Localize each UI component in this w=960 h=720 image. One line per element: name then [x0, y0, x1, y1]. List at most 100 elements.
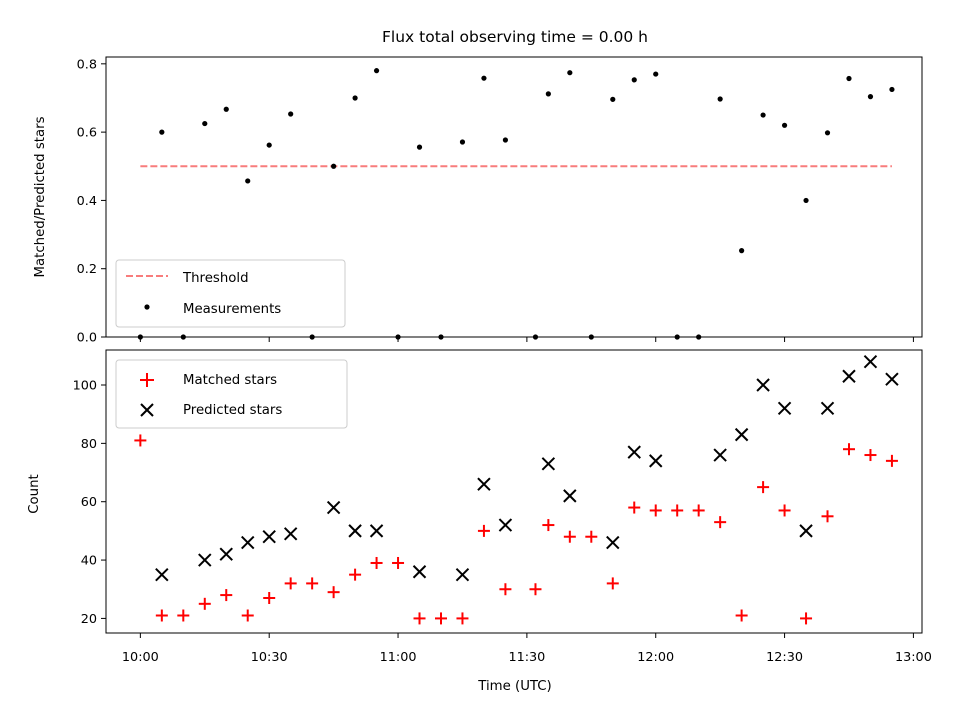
matched-star-point	[477, 524, 490, 537]
x-tick-label: 12:00	[637, 650, 674, 665]
predicted-star-point	[477, 477, 491, 491]
count-legend-box	[115, 359, 348, 429]
predicted-star-point	[734, 427, 749, 442]
legend-predicted-swatch	[140, 403, 154, 417]
legend-matched-swatch	[140, 373, 154, 387]
count-plot-frame	[105, 349, 923, 634]
measurement-point	[739, 248, 745, 254]
ratio-plot: 0.00.20.40.60.8 Matched/Predicted stars …	[33, 56, 923, 346]
ratio-legend-box	[115, 259, 346, 328]
matched-star-point	[327, 586, 340, 599]
matched-star-point	[692, 504, 705, 517]
predicted-star-point	[541, 457, 556, 471]
measurement-point	[266, 142, 272, 148]
matched-star-point	[542, 519, 555, 532]
matched-star-point	[885, 454, 898, 467]
measurement-point	[867, 94, 874, 100]
chart-title: Flux total observing time = 0.00 h	[382, 28, 648, 46]
measurement-point	[803, 197, 809, 204]
ratio-y-tick-label: 0.2	[77, 262, 97, 277]
predicted-star-point	[756, 378, 770, 392]
matched-star-point	[434, 612, 447, 625]
predicted-star-point	[241, 535, 255, 550]
legend-measurements-swatch	[144, 304, 150, 310]
matched-star-point	[585, 530, 598, 543]
predicted-star-point	[842, 369, 856, 383]
x-tick-label: 13:00	[895, 650, 932, 665]
measurement-point	[331, 163, 337, 169]
matched-star-point	[842, 443, 855, 456]
predicted-star-point	[820, 401, 835, 416]
predicted-star-point	[155, 567, 169, 582]
count-y-tick-label: 100	[73, 379, 97, 394]
count-y-tick-label: 40	[81, 554, 97, 569]
predicted-star-point	[369, 524, 384, 538]
ratio-y-tick-label: 0.8	[77, 57, 97, 72]
measurement-point	[846, 75, 852, 82]
count-plot: 20 40 60 80 100 10:00 10:30 11:00 11:30 12:00 12:…	[27, 349, 932, 694]
predicted-star-point	[863, 354, 878, 369]
x-tick-label: 10:00	[122, 650, 159, 665]
matched-star-point	[671, 504, 684, 517]
predicted-star-point	[455, 567, 470, 582]
predicted-star-point	[219, 547, 233, 561]
predicted-star-point	[713, 448, 727, 462]
matched-star-point	[714, 516, 727, 529]
matched-star-point	[177, 609, 190, 622]
measurement-point	[373, 68, 380, 74]
x-axis-label: Time (UTC)	[477, 679, 552, 694]
matched-star-point	[628, 501, 641, 514]
legend-predicted-label: Predicted stars	[183, 403, 282, 418]
measurement-point	[781, 122, 788, 128]
count-marks	[134, 354, 899, 625]
matched-star-point	[370, 556, 383, 569]
matched-star-point	[778, 504, 791, 517]
measurement-point	[481, 75, 487, 81]
predicted-star-point	[563, 489, 577, 503]
legend-matched-label: Matched stars	[183, 373, 277, 388]
ratio-x-ticks	[139, 337, 914, 342]
x-tick-label: 10:30	[251, 650, 288, 665]
ratio-y-axis-label: Matched/Predicted stars	[33, 116, 48, 277]
predicted-star-point	[777, 401, 792, 416]
matched-star-point	[529, 583, 542, 596]
measurement-point	[760, 112, 766, 118]
count-y-axis-label: Count	[27, 474, 42, 514]
legend-threshold-label: Threshold	[182, 271, 249, 286]
measurement-point	[631, 77, 637, 83]
predicted-star-point	[498, 518, 513, 532]
matched-star-point	[563, 530, 576, 543]
measurement-point	[567, 70, 573, 76]
matched-star-point	[800, 612, 813, 625]
ratio-y-axis: 0.0 0.2 0.4 0.6 0.8	[77, 57, 106, 346]
measurement-point	[159, 129, 165, 135]
measurement-point	[202, 120, 208, 127]
matched-star-point	[649, 504, 662, 517]
matched-star-point	[821, 510, 834, 523]
matched-star-point	[198, 597, 211, 610]
measurement-point	[245, 178, 251, 184]
measurement-point	[717, 96, 723, 102]
matched-star-point	[220, 589, 233, 602]
measurement-point	[223, 106, 229, 112]
measurement-point	[653, 71, 659, 77]
measurement-point	[502, 137, 509, 143]
predicted-star-point	[262, 530, 276, 544]
x-tick-label: 12:30	[766, 650, 803, 665]
predicted-star-point	[799, 524, 813, 538]
count-y-tick-label: 60	[81, 495, 97, 510]
matched-star-point	[263, 591, 276, 604]
matched-star-point	[241, 609, 254, 622]
x-tick-label: 11:30	[508, 650, 545, 665]
measurement-point	[889, 86, 895, 93]
matched-star-point	[306, 577, 319, 590]
predicted-star-point	[283, 527, 298, 541]
matched-star-point	[757, 481, 770, 494]
ratio-legend: Threshold Measurements	[115, 259, 346, 328]
measurement-point	[459, 139, 466, 145]
count-legend: Matched stars Predicted stars	[115, 359, 348, 429]
matched-star-point	[349, 568, 362, 581]
predicted-star-point	[348, 524, 362, 538]
ratio-plot-frame	[105, 56, 923, 338]
